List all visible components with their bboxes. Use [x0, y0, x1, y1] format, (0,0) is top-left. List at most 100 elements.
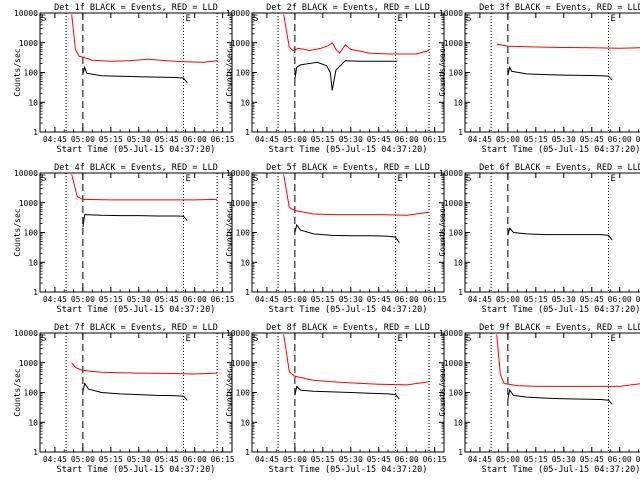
chart-panel: Det 9f BLACK = Events, RED = LLD 1 10 100 10… [438, 323, 640, 475]
y-tick-label: 10 [240, 98, 250, 107]
x-tick-label: 05:30 [127, 135, 151, 144]
x-tick-label: 05:15 [311, 135, 335, 144]
y-tick-label: 1 [245, 128, 250, 137]
y-tick-label: 10 [28, 98, 38, 107]
x-axis-label: Start Time (05-Jul-15 04:37:20) [57, 145, 216, 155]
x-tick-label: 06:15 [636, 135, 640, 144]
panel-title: Det 1f BLACK = Events, RED = LLD [54, 3, 218, 13]
x-tick-label: 06:15 [211, 135, 235, 144]
y-tick-label: 1 [458, 128, 463, 137]
y-tick-label: 10000 [14, 169, 38, 178]
plot-frame [251, 172, 445, 293]
x-tick-label: 05:30 [552, 135, 576, 144]
x-tick-label: 05:15 [99, 135, 123, 144]
y-tick-label: 10 [453, 258, 463, 267]
x-tick-label: 06:00 [395, 455, 419, 464]
y-axis-label: Counts/sec [438, 48, 447, 96]
x-tick-label: 05:45 [155, 295, 179, 304]
y-tick-label: 10000 [439, 169, 463, 178]
events-series-line [507, 65, 613, 81]
x-tick-label: 05:30 [339, 135, 363, 144]
x-tick-label: 05:30 [552, 455, 576, 464]
end-corner-label: E [398, 174, 403, 184]
y-tick-label: 1000 [19, 39, 38, 48]
end-corner-label: E [611, 174, 616, 184]
x-tick-label: 06:00 [608, 295, 632, 304]
events-series-line [82, 65, 188, 84]
end-corner-label: E [186, 14, 191, 24]
x-tick-label: 04:45 [43, 295, 67, 304]
x-tick-label: 06:15 [423, 295, 447, 304]
chart-panel: Det 5f BLACK = Events, RED = LLD 1 10 100 10… [225, 163, 447, 315]
x-tick-label: 05:15 [524, 455, 548, 464]
y-axis-label: Counts/sec [13, 48, 22, 96]
x-tick-label: 05:45 [367, 295, 391, 304]
events-series-line [294, 223, 400, 244]
chart-panel: Det 1f BLACK = Events, RED = LLD 1 10 100 10… [13, 3, 235, 155]
x-tick-label: 05:00 [496, 135, 520, 144]
x-axis-label: Start Time (05-Jul-15 04:37:20) [482, 145, 640, 155]
x-tick-label: 06:00 [608, 455, 632, 464]
y-tick-label: 1000 [231, 359, 250, 368]
panel-title: Det 7f BLACK = Events, RED = LLD [54, 323, 218, 333]
y-tick-label: 100 [449, 389, 464, 398]
x-tick-label: 05:00 [496, 295, 520, 304]
x-axis-label: Start Time (05-Jul-15 04:37:20) [57, 465, 216, 475]
y-tick-label: 1000 [19, 199, 38, 208]
chart-panel: Det 6f BLACK = Events, RED = LLD 1 10 100 10… [438, 163, 640, 315]
x-tick-label: 06:15 [423, 455, 447, 464]
start-corner-label: S [466, 14, 471, 24]
lld-series-line [71, 14, 218, 63]
x-tick-label: 06:00 [395, 135, 419, 144]
x-tick-label: 06:15 [636, 455, 640, 464]
panel-title: Det 2f BLACK = Events, RED = LLD [266, 3, 430, 13]
end-corner-label: E [398, 334, 403, 344]
x-tick-label: 04:45 [43, 455, 67, 464]
end-corner-label: E [186, 334, 191, 344]
chart-panel: Det 4f BLACK = Events, RED = LLD 1 10 100 10… [13, 163, 235, 315]
y-tick-label: 100 [449, 229, 464, 238]
y-tick-label: 100 [236, 389, 251, 398]
y-tick-label: 100 [24, 229, 39, 238]
y-tick-label: 1 [245, 288, 250, 297]
x-tick-label: 05:30 [339, 455, 363, 464]
x-tick-label: 05:45 [580, 295, 604, 304]
y-tick-label: 1000 [231, 199, 250, 208]
x-tick-label: 06:00 [395, 295, 419, 304]
y-tick-label: 100 [24, 69, 39, 78]
x-tick-label: 05:00 [71, 455, 95, 464]
x-tick-label: 05:45 [155, 135, 179, 144]
y-tick-label: 1000 [231, 39, 250, 48]
x-tick-label: 05:00 [496, 455, 520, 464]
chart-panel: Det 8f BLACK = Events, RED = LLD 1 10 100 10… [225, 323, 447, 475]
x-tick-label: 06:00 [183, 295, 207, 304]
x-axis-label: Start Time (05-Jul-15 04:37:20) [57, 305, 216, 315]
start-corner-label: S [466, 174, 471, 184]
y-tick-label: 10000 [439, 329, 463, 338]
x-tick-label: 05:00 [283, 135, 307, 144]
y-tick-label: 1 [458, 288, 463, 297]
x-tick-label: 05:45 [367, 455, 391, 464]
chart-panel: Det 2f BLACK = Events, RED = LLD 1 10 100 10… [225, 3, 447, 155]
x-axis-label: Start Time (05-Jul-15 04:37:20) [482, 305, 640, 315]
x-tick-label: 05:15 [99, 295, 123, 304]
x-tick-label: 05:30 [127, 295, 151, 304]
panel-title: Det 5f BLACK = Events, RED = LLD [266, 163, 430, 173]
events-series-line [82, 382, 188, 401]
x-tick-label: 05:00 [71, 135, 95, 144]
y-axis-label: Counts/sec [438, 208, 447, 256]
start-corner-label: S [41, 174, 46, 184]
panel-title: Det 6f BLACK = Events, RED = LLD [479, 163, 640, 173]
x-tick-label: 04:45 [255, 135, 279, 144]
plot-frame [39, 172, 233, 293]
x-axis-label: Start Time (05-Jul-15 04:37:20) [269, 305, 428, 315]
start-corner-label: S [253, 174, 258, 184]
plot-frame [39, 332, 233, 453]
chart-panel: Det 7f BLACK = Events, RED = LLD 1 10 100 10… [13, 323, 235, 475]
start-corner-label: S [41, 334, 46, 344]
y-tick-label: 10000 [439, 9, 463, 18]
y-tick-label: 10 [28, 418, 38, 427]
y-tick-label: 1 [33, 448, 38, 457]
y-tick-label: 10000 [226, 329, 250, 338]
x-tick-label: 05:45 [580, 455, 604, 464]
